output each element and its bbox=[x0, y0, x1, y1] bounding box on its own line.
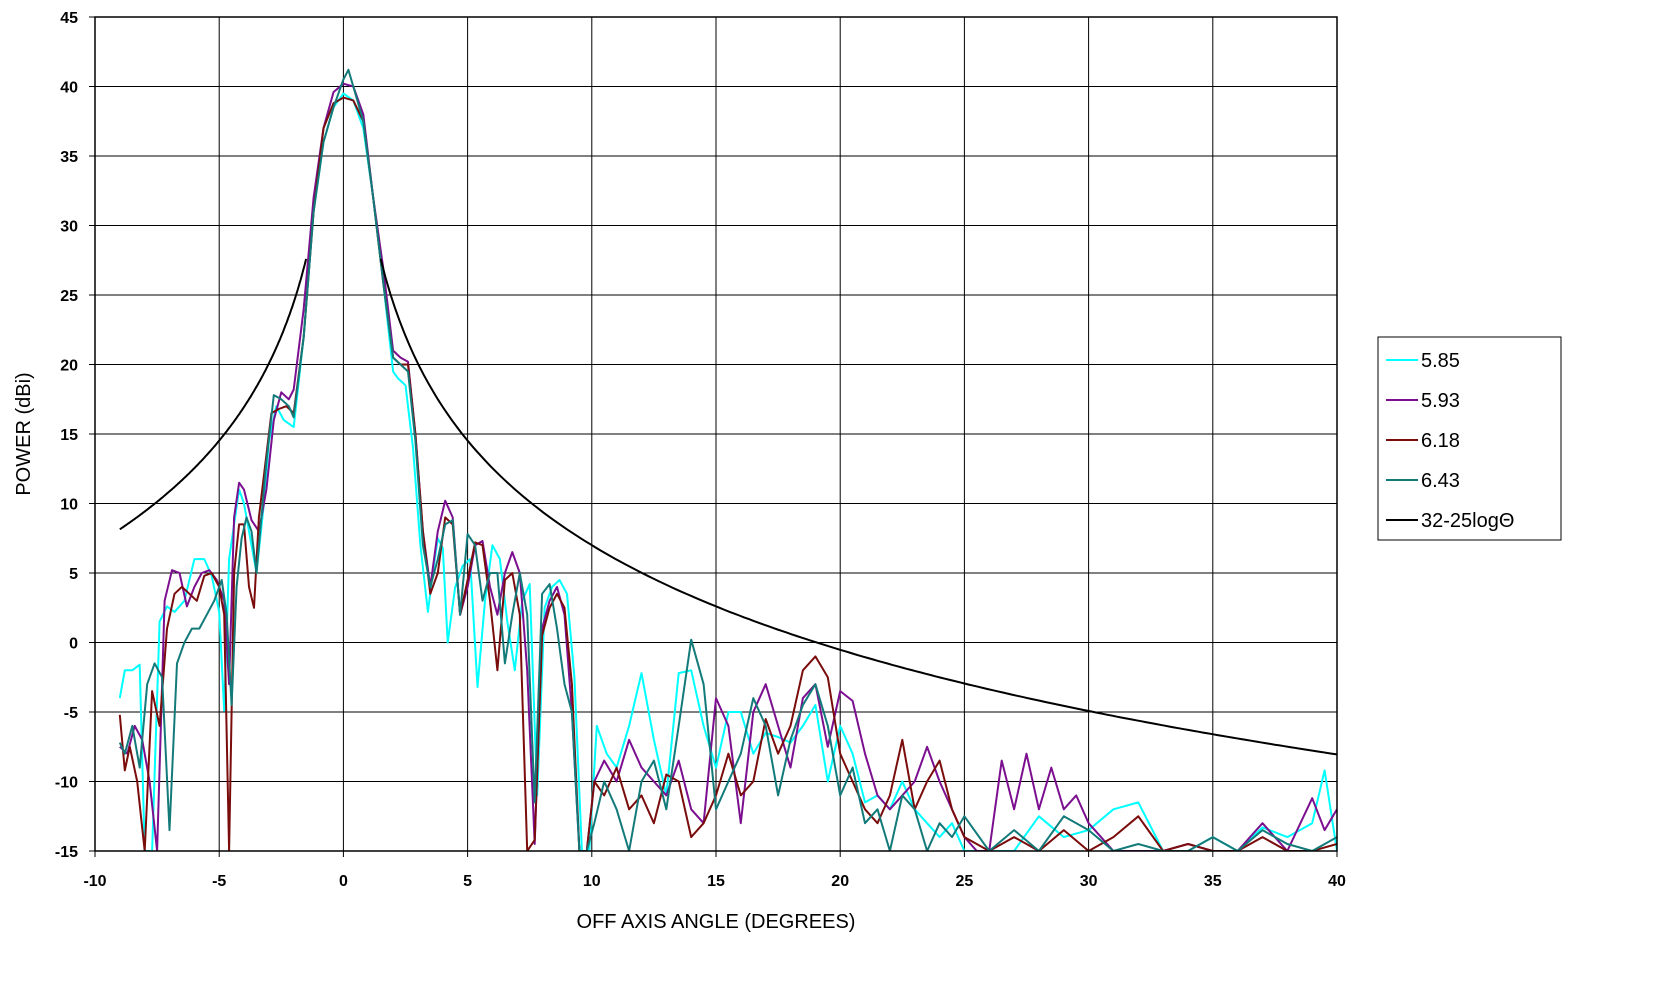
envelope-line-left bbox=[119, 258, 308, 531]
y-tick-label: 40 bbox=[60, 80, 78, 97]
y-tick-label: -10 bbox=[55, 775, 78, 792]
series-1-line bbox=[118, 92, 1337, 851]
series-3-line bbox=[118, 96, 1337, 851]
y-tick-label: 0 bbox=[69, 636, 78, 653]
x-tick-label: 15 bbox=[707, 873, 725, 890]
y-tick-label: 5 bbox=[69, 566, 78, 583]
y-tick-label: 25 bbox=[60, 288, 78, 305]
y-tick-label: 45 bbox=[60, 10, 78, 27]
x-tick-label: 30 bbox=[1080, 873, 1098, 890]
x-tick-label: 40 bbox=[1328, 873, 1346, 890]
x-tick-label: 20 bbox=[831, 873, 849, 890]
x-tick-label: 35 bbox=[1204, 873, 1222, 890]
x-axis-title: OFF AXIS ANGLE (DEGREES) bbox=[577, 911, 856, 933]
tick-labels: -10 -5 0 5 10 15 20 25 30 35 40 -15 -10 -5 0 5 10 15 20 25 3… bbox=[55, 10, 1346, 890]
x-tick-label: -10 bbox=[83, 873, 106, 890]
legend-label: 6.18 bbox=[1421, 430, 1460, 452]
y-tick-label: -15 bbox=[55, 844, 78, 861]
envelope-line-right bbox=[379, 258, 1337, 756]
series-2-line bbox=[119, 82, 1337, 851]
x-tick-label: 10 bbox=[583, 873, 601, 890]
x-tick-label: 0 bbox=[339, 873, 348, 890]
legend-label: 6.43 bbox=[1421, 470, 1460, 492]
x-tick-label: 5 bbox=[463, 873, 472, 890]
y-axis-title: POWER (dBi) bbox=[13, 372, 35, 495]
y-tick-label: 30 bbox=[60, 219, 78, 236]
y-tick-label: 10 bbox=[60, 497, 78, 514]
legend: 5.85 5.93 6.18 6.43 32-25logΘ bbox=[1377, 336, 1562, 541]
legend-box bbox=[1377, 336, 1562, 541]
grid bbox=[94, 16, 1338, 852]
legend-label: 5.85 bbox=[1421, 350, 1460, 372]
y-tick-label: -5 bbox=[64, 705, 78, 722]
y-tick-label: 20 bbox=[60, 358, 78, 375]
series-4-line bbox=[118, 68, 1337, 851]
legend-label: 32-25logΘ bbox=[1421, 510, 1514, 532]
x-tick-label: -5 bbox=[212, 873, 226, 890]
series-lines bbox=[118, 68, 1337, 851]
x-tick-label: 25 bbox=[956, 873, 974, 890]
legend-label: 5.93 bbox=[1421, 390, 1460, 412]
y-tick-label: 35 bbox=[60, 149, 78, 166]
y-tick-label: 15 bbox=[60, 427, 78, 444]
